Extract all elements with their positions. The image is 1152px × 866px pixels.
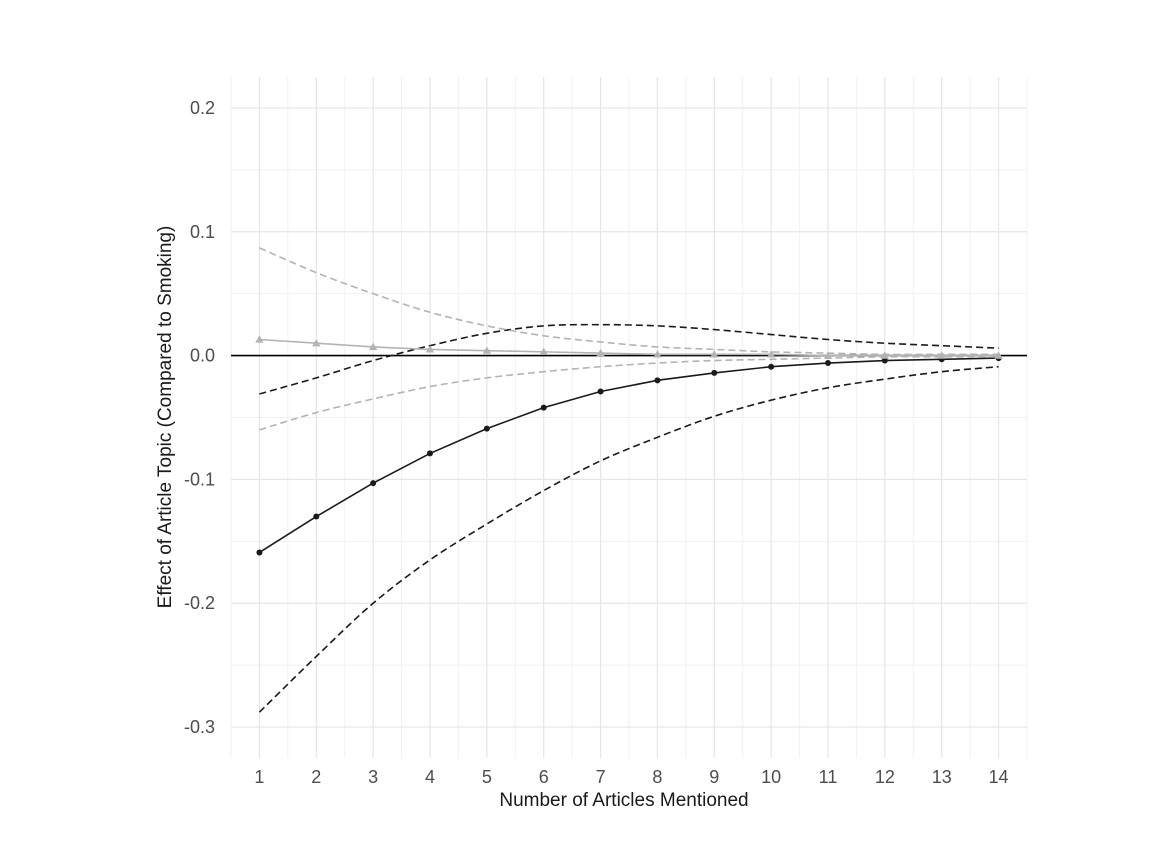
x-tick-label: 14 — [989, 767, 1009, 787]
x-tick-label: 7 — [596, 767, 606, 787]
series-2-point — [994, 351, 1003, 359]
x-tick-label: 8 — [652, 767, 662, 787]
x-tick-label: 6 — [539, 767, 549, 787]
series-2-point — [937, 351, 946, 359]
series — [255, 247, 1003, 713]
y-tick-label: -0.2 — [184, 593, 215, 613]
series-1-estimate-line — [259, 357, 999, 554]
x-tick-label: 5 — [482, 767, 492, 787]
series-1-point — [881, 357, 888, 364]
series-1-point — [313, 513, 320, 520]
y-tick-label: -0.1 — [184, 469, 215, 489]
series-1-point — [370, 480, 377, 487]
series-2-estimate-line — [259, 338, 999, 357]
y-tick-label: 0.0 — [190, 346, 215, 366]
x-tick-label: 11 — [819, 767, 838, 787]
x-tick-label: 10 — [761, 767, 781, 787]
series-2-point — [482, 346, 492, 354]
series-1-point — [256, 549, 263, 556]
x-tick-label: 2 — [311, 767, 321, 787]
series-2-lower-ci-line — [259, 355, 999, 431]
series-1-point — [711, 369, 718, 376]
series-2-point — [425, 345, 435, 353]
series-2-point — [368, 342, 378, 351]
x-tick-label: 13 — [932, 767, 952, 787]
x-tick-label: 12 — [875, 767, 895, 787]
x-tick-label: 3 — [368, 767, 378, 787]
series-2-point — [255, 335, 264, 343]
x-tick-label: 1 — [254, 767, 264, 787]
series-1-point — [597, 388, 604, 395]
series-2-point — [539, 347, 548, 356]
series-1-point — [768, 363, 775, 370]
series-2-point — [596, 348, 605, 357]
series-2-point — [880, 351, 890, 359]
y-tick-label: 0.1 — [190, 222, 215, 242]
tick-labels: 1 2 3 4 5 6 7 8 9 10 11 12 13 14-0.3-0.2-0.10.00.10.2 — [184, 98, 1009, 787]
series-2-point — [653, 350, 662, 358]
series-2 — [255, 247, 1003, 431]
series-1-point — [654, 377, 661, 384]
series-2-point — [766, 350, 776, 358]
y-axis-title: Effect of Article Topic (Compared to Smo… — [155, 226, 176, 609]
series-1-upper-ci-line — [259, 323, 999, 395]
series-1-point — [825, 360, 831, 367]
x-tick-label: 9 — [709, 767, 719, 787]
x-axis-title: Number of Articles Mentioned — [499, 790, 748, 811]
x-tick-label: 4 — [425, 767, 435, 787]
series-1-lower-ci-line — [258, 365, 999, 713]
series-2-point — [710, 350, 719, 358]
y-tick-label: -0.3 — [184, 717, 215, 737]
series-2-upper-ci-line — [259, 247, 999, 356]
series-1-point — [540, 404, 547, 411]
y-tick-label: 0.2 — [190, 98, 215, 118]
grid — [230, 77, 1028, 758]
series-2-point — [823, 351, 833, 359]
series-2-point — [312, 339, 321, 347]
series-1-point — [483, 425, 490, 432]
series-1 — [256, 323, 1002, 713]
series-1-point — [427, 450, 433, 457]
